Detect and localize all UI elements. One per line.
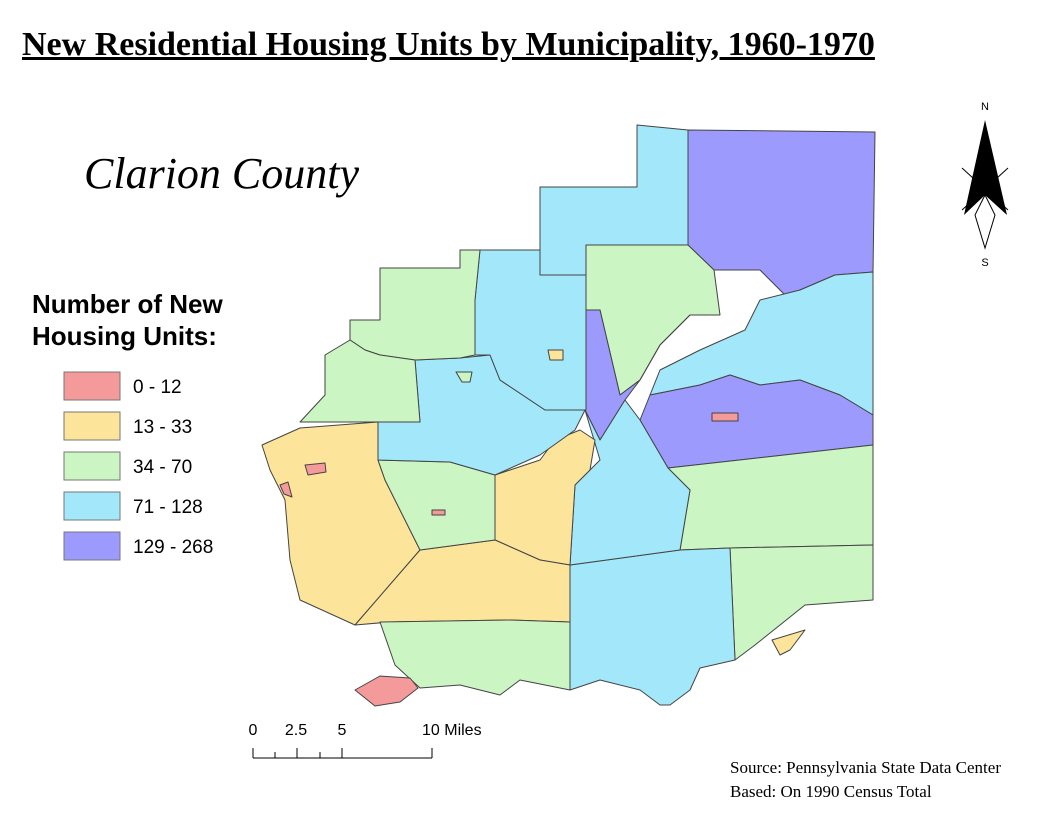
municipality	[455, 371, 473, 383]
legend-swatch	[63, 491, 121, 521]
legend-swatch	[63, 451, 121, 481]
north-label: N	[981, 101, 989, 113]
municipality	[771, 629, 806, 656]
municipality	[299, 339, 421, 423]
legend-label: 71 - 128	[133, 497, 203, 518]
source-line: Based: On 1990 Census Total	[730, 782, 932, 801]
scale-bar	[252, 748, 433, 759]
municipality	[729, 544, 874, 661]
map-title: New Residential Housing Units by Municip…	[22, 26, 875, 63]
legend-title: Number of New Housing Units:	[32, 289, 223, 351]
municipality	[431, 509, 446, 516]
legend-label: 129 - 268	[133, 537, 213, 558]
south-label: S	[981, 257, 988, 269]
legend-label: 34 - 70	[133, 457, 192, 478]
arrow-stroke	[961, 167, 1009, 211]
municipality	[279, 481, 293, 498]
arrow-half	[985, 120, 1007, 215]
legend-label: 13 - 33	[133, 417, 192, 438]
legend-swatch	[63, 371, 121, 401]
municipality	[569, 547, 736, 706]
scale-label: 10 Miles	[422, 722, 482, 739]
scale-label: 0	[249, 722, 258, 739]
legend-label: 0 - 12	[133, 377, 182, 398]
municipality	[304, 462, 327, 476]
source-line: Source: Pennsylvania State Data Center	[730, 758, 1001, 777]
north-arrow: N S	[961, 101, 1009, 269]
scale-label: 2.5	[285, 722, 307, 739]
municipality	[711, 412, 739, 422]
municipalities	[261, 124, 876, 707]
map-subtitle: Clarion County	[84, 149, 360, 198]
municipality	[379, 619, 571, 696]
legend-swatch	[63, 531, 121, 561]
municipality	[354, 675, 419, 707]
municipality	[349, 249, 481, 361]
municipality	[547, 349, 564, 361]
arrow-tail	[974, 193, 996, 250]
legend-swatch	[63, 411, 121, 441]
scale-label: 5	[338, 722, 347, 739]
arrow-half	[964, 120, 985, 215]
